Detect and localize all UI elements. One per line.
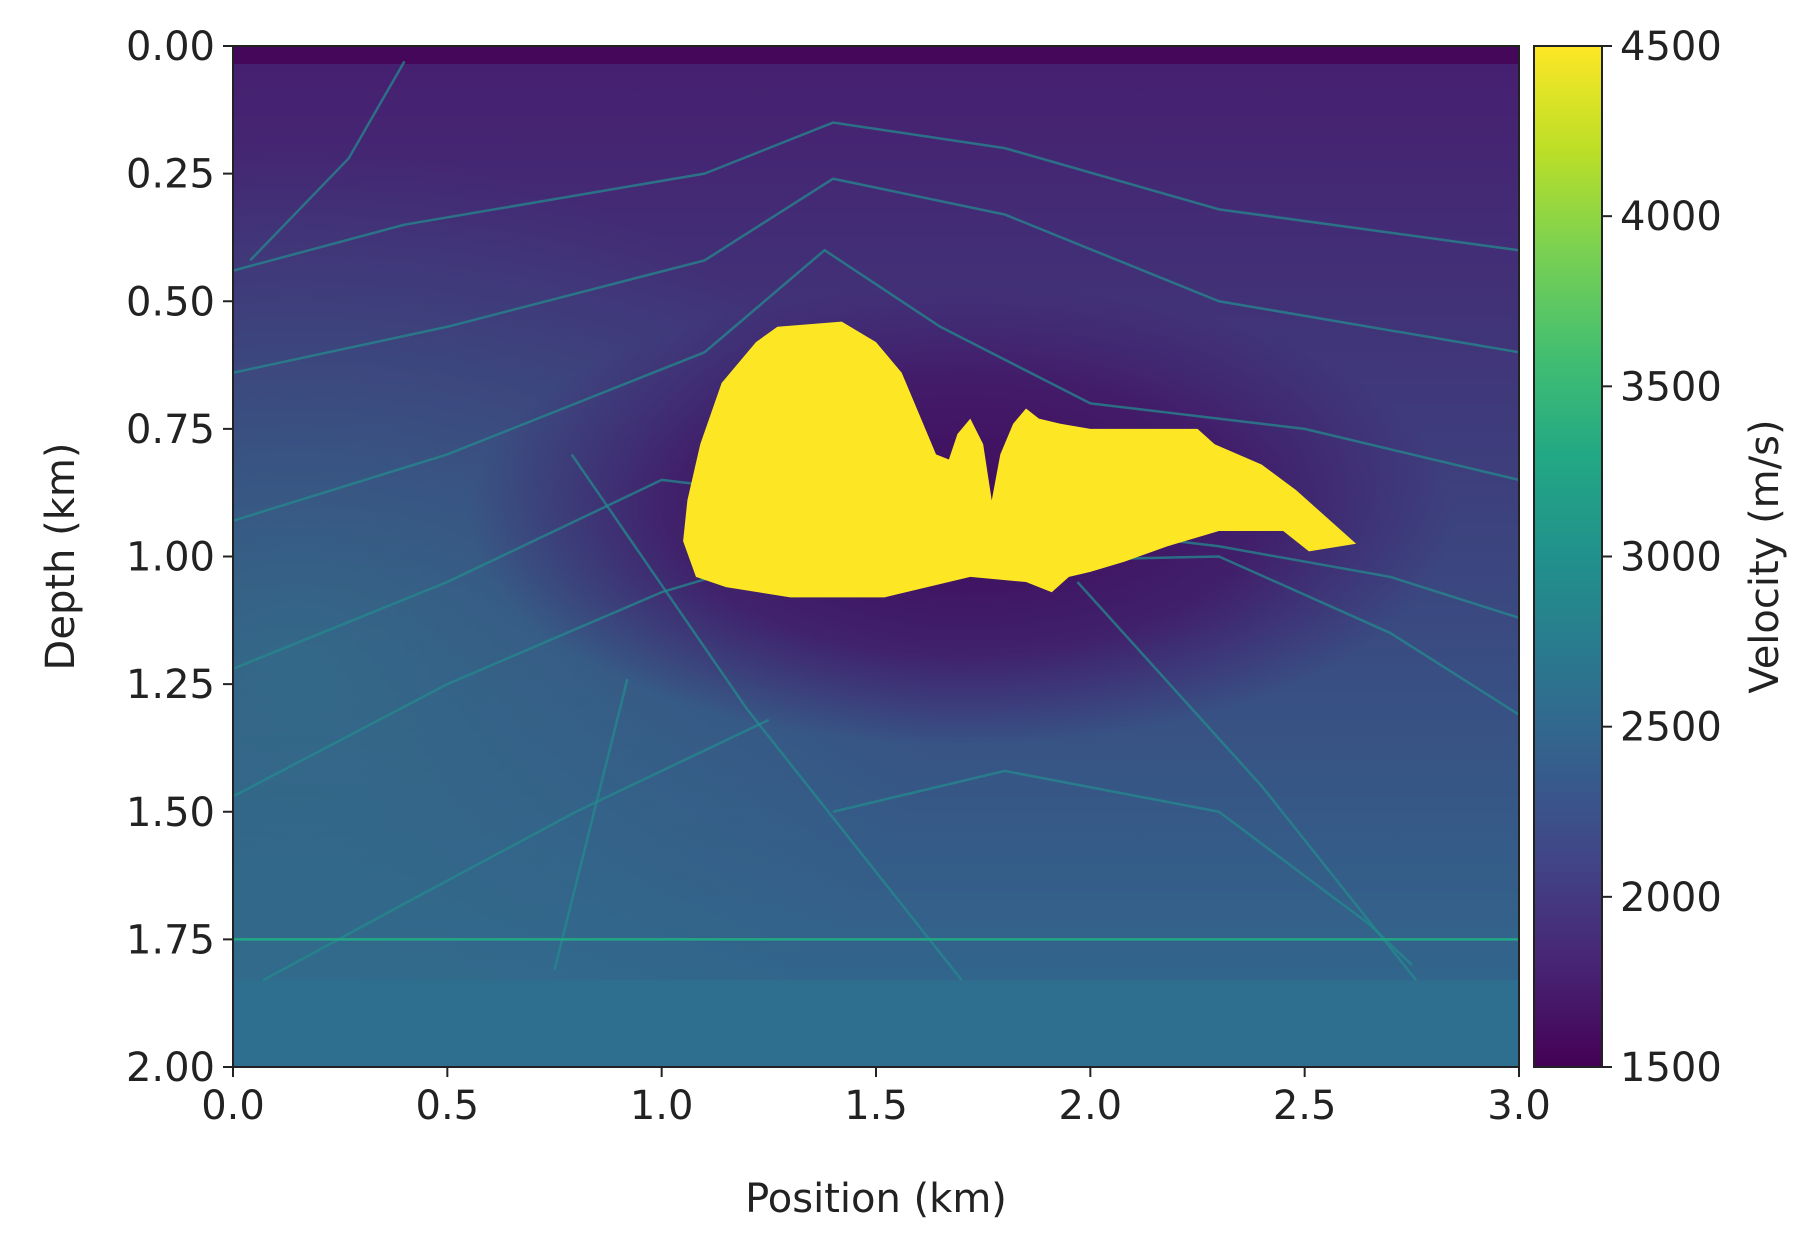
reflector-line — [1076, 581, 1418, 981]
y-tick-label: 0.50 — [126, 279, 215, 325]
salt-body — [683, 321, 1357, 598]
colorbar: 1500 2000 2500 3000 3500 4000 4500 Velocity (m… — [1533, 24, 1788, 1091]
reflector-line — [233, 248, 1519, 522]
y-tick-label: 1.75 — [126, 917, 215, 963]
y-tick-label: 0.00 — [126, 24, 215, 70]
x-tick-label: 1.0 — [630, 1083, 694, 1129]
x-tick-label: 2.0 — [1059, 1083, 1123, 1129]
x-axis: 0.0 0.5 1.0 1.5 2.0 2.5 3.0 — [201, 1067, 1551, 1129]
x-tick-label: 0.0 — [201, 1083, 265, 1129]
reflector-line — [233, 121, 1519, 272]
colorbar-tick-label: 3500 — [1620, 364, 1722, 410]
y-axis-label: Depth (km) — [38, 443, 84, 671]
y-tick-label: 1.25 — [126, 662, 215, 708]
colorbar-tick-label: 3000 — [1620, 535, 1722, 581]
colorbar-ticks: 1500 2000 2500 3000 3500 4000 4500 — [1602, 24, 1722, 1091]
colorbar-tick-label: 2000 — [1620, 875, 1722, 921]
x-tick-label: 0.5 — [416, 1083, 480, 1129]
reflector-line — [570, 453, 963, 981]
plot-area — [233, 46, 1519, 1067]
x-axis-label: Position (km) — [745, 1176, 1007, 1222]
colorbar-tick-label: 1500 — [1620, 1045, 1722, 1091]
reflector-line — [262, 718, 770, 982]
reflector-line — [233, 177, 1519, 374]
y-tick-label: 2.00 — [126, 1045, 215, 1091]
reflector-line — [249, 60, 406, 262]
y-axis: 0.00 0.25 0.50 0.75 1.00 1.25 1.50 1.75 2.00 — [126, 24, 233, 1091]
colorbar-tick-label: 4500 — [1620, 24, 1722, 70]
bottom-layer — [233, 980, 1519, 1067]
colorbar-tick-label: 2500 — [1620, 705, 1722, 751]
y-tick-label: 1.50 — [126, 790, 215, 836]
reflector-line — [553, 678, 629, 971]
x-tick-label: 3.0 — [1487, 1083, 1551, 1129]
colorbar-tick-label: 4000 — [1620, 194, 1722, 240]
x-tick-label: 1.5 — [844, 1083, 908, 1129]
colorbar-gradient-bar — [1533, 45, 1603, 1068]
y-tick-label: 0.25 — [126, 152, 215, 198]
x-tick-label: 2.5 — [1273, 1083, 1337, 1129]
y-tick-label: 0.75 — [126, 407, 215, 453]
colorbar-label: Velocity (m/s) — [1742, 419, 1788, 693]
y-tick-label: 1.00 — [126, 535, 215, 581]
